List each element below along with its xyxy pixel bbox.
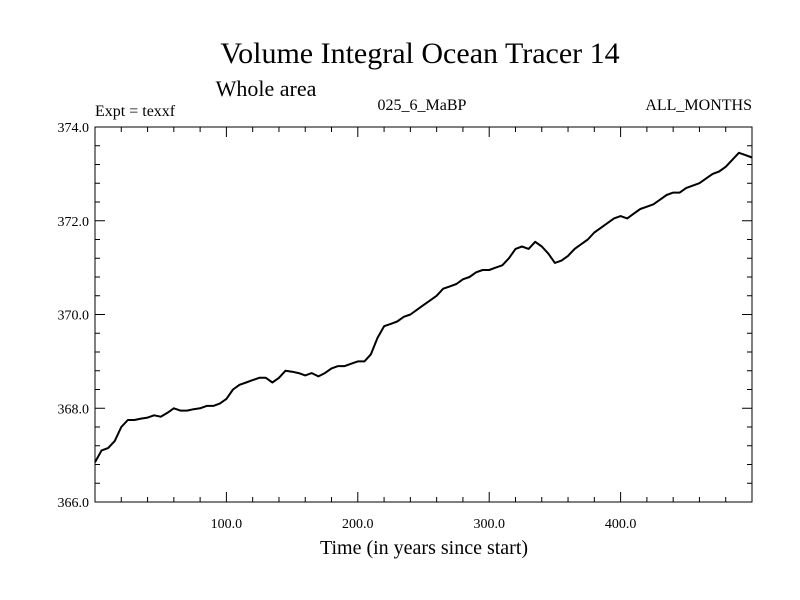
x-axis-label: Time (in years since start) xyxy=(320,537,528,559)
y-tick-label: 372.0 xyxy=(58,215,90,230)
y-tick-label: 366.0 xyxy=(58,496,90,511)
x-tick-label: 300.0 xyxy=(473,517,505,532)
plot-frame xyxy=(94,126,753,503)
x-tick-label: 400.0 xyxy=(605,517,637,532)
x-tick-label: 100.0 xyxy=(211,517,243,532)
chart-title: Volume Integral Ocean Tracer 14 xyxy=(220,37,619,70)
y-axis-ticks xyxy=(95,145,752,484)
x-axis-ticks xyxy=(120,127,727,502)
x-axis-tick-labels: 100.0 200.0 300.0 400.0 xyxy=(211,517,637,532)
y-tick-label: 374.0 xyxy=(58,121,90,136)
y-tick-label: 370.0 xyxy=(58,309,90,324)
y-tick-label: 368.0 xyxy=(58,402,90,417)
expt-annotation: Expt = texxf xyxy=(95,103,176,120)
run-id-annotation: 025_6_MaBP xyxy=(378,97,467,114)
y-axis-tick-labels: 366.0 368.0 370.0 372.0 374.0 xyxy=(58,121,90,511)
chart-subtitle: Whole area xyxy=(216,76,317,101)
data-series-line xyxy=(94,151,753,463)
months-annotation: ALL_MONTHS xyxy=(645,97,752,114)
x-tick-label: 200.0 xyxy=(342,517,374,532)
